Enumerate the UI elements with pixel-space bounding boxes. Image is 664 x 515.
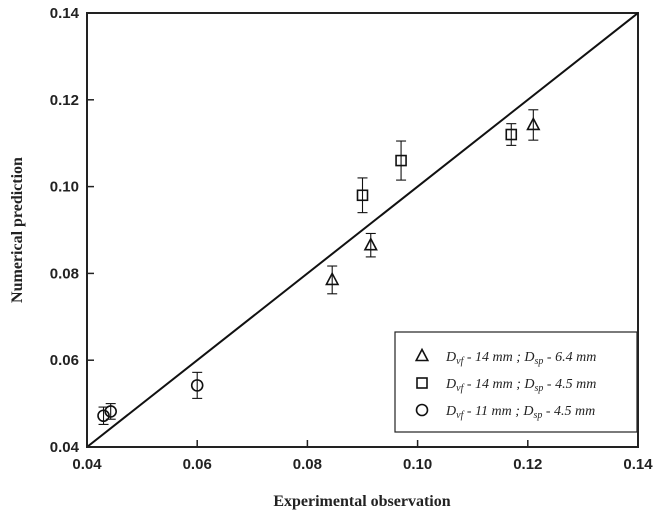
legend-text-part: - 6.4 mm bbox=[543, 350, 596, 365]
x-tick-label: 0.06 bbox=[183, 456, 212, 473]
y-axis-title: Numerical prediction bbox=[9, 157, 26, 303]
legend-text-part: D bbox=[522, 404, 533, 419]
plot-frame bbox=[86, 12, 639, 448]
data-points bbox=[97, 109, 541, 425]
legend-box bbox=[394, 331, 638, 433]
triangle-point bbox=[526, 116, 541, 131]
legend-entry: Dvf - 14 mm ; Dsp - 4.5 mm bbox=[445, 377, 596, 394]
legend-triangle-marker bbox=[414, 347, 430, 362]
legend-text-part: - 4.5 mm bbox=[543, 377, 596, 392]
legend-text-part: D bbox=[523, 350, 534, 365]
x-axis-title: Experimental observation bbox=[273, 493, 450, 510]
triangle-point bbox=[363, 236, 378, 251]
legend-text-part: - 14 mm ; bbox=[463, 377, 524, 392]
legend-entry: Dvf - 14 mm ; Dsp - 6.4 mm bbox=[445, 350, 596, 367]
x-tick-label: 0.12 bbox=[513, 456, 542, 473]
legend-text-part: vf bbox=[456, 356, 464, 367]
reference-line bbox=[86, 12, 639, 448]
legend-text-part: vf bbox=[456, 410, 464, 421]
circle-point bbox=[97, 409, 110, 423]
y-tick-label: 0.08 bbox=[50, 265, 79, 282]
y-axis: 0.04 0.06 0.08 0.10 0.12 0.14 bbox=[50, 5, 94, 456]
square-point bbox=[505, 128, 518, 141]
triangle-point bbox=[325, 271, 340, 286]
y-tick-label: 0.10 bbox=[50, 179, 79, 196]
y-tick-label: 0.14 bbox=[50, 5, 80, 22]
legend-text-part: - 14 mm ; bbox=[463, 350, 524, 365]
x-tick-label: 0.14 bbox=[623, 456, 653, 473]
legend-entry: Dvf - 11 mm ; Dsp - 4.5 mm bbox=[445, 404, 595, 421]
legend-text-part: sp bbox=[533, 410, 542, 421]
square-point bbox=[395, 154, 407, 167]
legend-text-part: - 4.5 mm bbox=[542, 404, 595, 419]
legend-text-part: D bbox=[445, 404, 456, 419]
square-point bbox=[356, 189, 369, 202]
y-tick-label: 0.06 bbox=[50, 352, 79, 369]
legend-circle-marker bbox=[415, 403, 429, 417]
legend-text-part: D bbox=[445, 350, 456, 365]
circle-point bbox=[104, 405, 117, 418]
circle-point bbox=[190, 379, 204, 392]
y-tick-label: 0.04 bbox=[50, 439, 80, 456]
legend-text-part: D bbox=[445, 377, 456, 392]
x-tick-label: 0.04 bbox=[72, 456, 102, 473]
legend-text-part: vf bbox=[456, 383, 464, 394]
legend-text-part: - 11 mm ; bbox=[463, 404, 523, 419]
x-axis: 0.04 0.06 0.08 0.10 0.12 0.14 bbox=[72, 440, 653, 473]
legend-text-part: D bbox=[523, 377, 534, 392]
y-tick-label: 0.12 bbox=[50, 92, 79, 109]
legend-text-part: sp bbox=[535, 356, 544, 367]
x-tick-label: 0.10 bbox=[403, 456, 432, 473]
x-tick-label: 0.08 bbox=[293, 456, 322, 473]
legend-square-marker bbox=[416, 377, 428, 389]
legend-text-part: sp bbox=[535, 383, 544, 394]
